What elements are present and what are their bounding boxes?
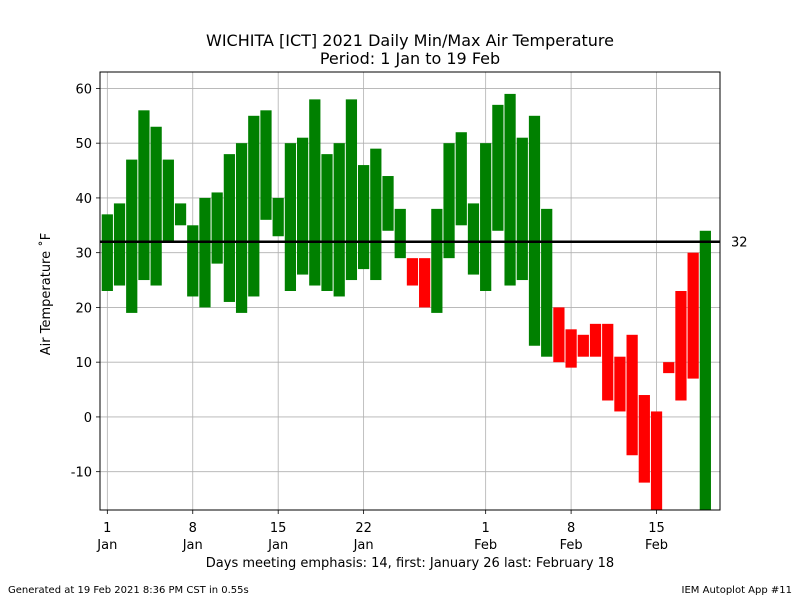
y-tick-label: 50	[75, 137, 92, 152]
emphasis-day-bar	[419, 258, 431, 308]
day-bar	[138, 110, 150, 281]
chart-title: WICHITA [ICT] 2021 Daily Min/Max Air Tem…	[206, 31, 614, 50]
day-bar	[394, 208, 406, 259]
x-tick-label-day: 8	[567, 521, 575, 536]
x-tick-label-day: 1	[103, 521, 111, 536]
emphasis-day-bar	[687, 252, 699, 379]
axis-ticks: -10 0 10 20 30 40 50 60 1 Jan 8 Jan 15 Jan 22 Jan 1 Feb 8 F…	[71, 82, 668, 553]
x-tick-label-month: Jan	[267, 538, 288, 553]
day-bar	[516, 137, 528, 281]
emphasis-day-bar	[565, 329, 577, 368]
x-tick-label-day: 22	[355, 521, 372, 536]
emphasis-day-bar	[675, 291, 687, 401]
emphasis-day-bar	[626, 334, 638, 456]
day-bar	[101, 214, 113, 291]
y-axis-label: Air Temperature ˚F	[38, 233, 54, 355]
footer-app-label: IEM Autoplot App #11	[681, 585, 792, 596]
x-tick-label-month: Feb	[645, 538, 668, 553]
day-bar	[211, 192, 223, 264]
y-tick-label: -10	[71, 466, 92, 481]
x-tick-label-day: 1	[482, 521, 490, 536]
x-tick-label-day: 15	[648, 521, 665, 536]
day-bar	[382, 176, 394, 231]
chart-subtitle: Period: 1 Jan to 19 Feb	[320, 49, 500, 68]
day-bar	[370, 148, 382, 281]
day-bar	[162, 159, 174, 242]
y-tick-label: 0	[84, 411, 92, 426]
emphasis-day-bar	[614, 356, 626, 412]
emphasis-day-bar	[553, 307, 565, 363]
y-tick-label: 20	[75, 301, 92, 316]
y-tick-label: 10	[75, 356, 92, 371]
x-tick-label-month: Jan	[353, 538, 374, 553]
day-bar	[455, 132, 467, 226]
x-tick-label-day: 15	[270, 521, 287, 536]
day-bar	[272, 197, 284, 237]
emphasis-day-bar	[577, 334, 589, 357]
day-bar	[345, 99, 358, 281]
day-bar	[492, 104, 504, 231]
day-bar	[480, 143, 492, 291]
x-tick-label-day: 8	[189, 521, 197, 536]
plot-frame	[99, 71, 721, 511]
day-bar	[541, 208, 553, 357]
day-bar	[223, 154, 235, 302]
day-bar	[431, 208, 443, 313]
day-bar	[248, 115, 260, 297]
day-bar	[528, 115, 541, 346]
day-bar	[333, 143, 345, 297]
footer-generated-text: Generated at 19 Feb 2021 8:36 PM CST in …	[8, 585, 249, 596]
day-bar	[150, 126, 162, 286]
day-bar	[443, 143, 455, 259]
emphasis-day-bar	[650, 411, 663, 510]
day-bar	[187, 225, 199, 297]
day-bar	[321, 154, 333, 291]
day-bar	[309, 99, 321, 286]
x-axis-label: Days meeting emphasis: 14, first: Januar…	[206, 556, 614, 571]
day-bar	[235, 143, 248, 313]
day-bar	[174, 203, 187, 226]
emphasis-day-bar	[589, 323, 602, 357]
day-bar	[284, 143, 297, 291]
day-bar	[467, 203, 480, 275]
day-bar	[199, 197, 211, 308]
x-tick-label-month: Feb	[474, 538, 497, 553]
x-tick-label-month: Jan	[96, 538, 117, 553]
day-bar	[504, 93, 516, 286]
x-tick-label-month: Jan	[182, 538, 203, 553]
day-bar	[113, 203, 126, 286]
emphasis-day-bar	[602, 323, 614, 401]
threshold-label: 32	[731, 236, 748, 251]
emphasis-day-bar	[638, 395, 650, 483]
y-tick-label: 30	[75, 247, 92, 262]
emphasis-day-bar	[663, 362, 675, 374]
y-tick-label: 60	[75, 82, 92, 97]
day-bar	[358, 165, 370, 270]
day-bar	[296, 137, 309, 275]
daily-range-bars	[101, 93, 711, 510]
day-bar	[699, 230, 711, 510]
day-bar	[260, 110, 272, 220]
emphasis-day-bar	[406, 258, 419, 286]
day-bar	[126, 159, 138, 313]
y-tick-label: 40	[75, 192, 92, 207]
x-tick-label-month: Feb	[560, 538, 583, 553]
